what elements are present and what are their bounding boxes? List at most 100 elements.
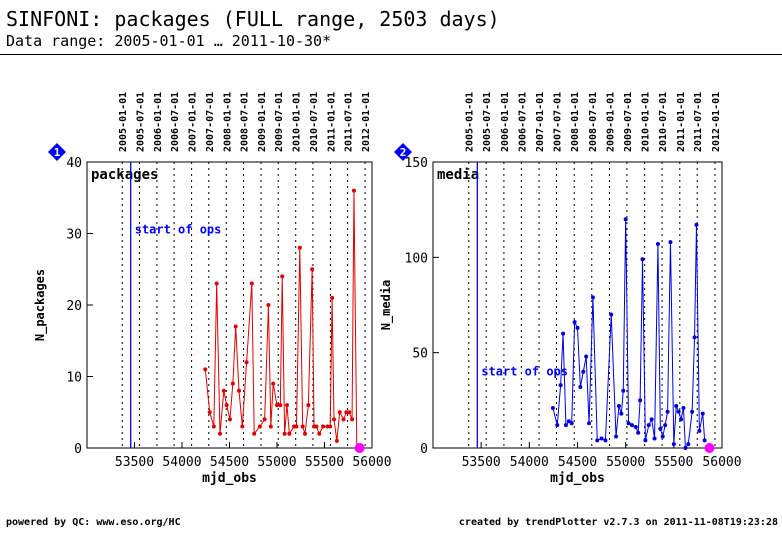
data-point: [351, 188, 356, 193]
top-date-label: 2011-01-01: [676, 92, 687, 152]
plot-frame: [432, 161, 723, 449]
data-point: [626, 421, 631, 426]
data-point: [317, 431, 322, 436]
top-date-label: 2007-07-01: [205, 92, 216, 152]
top-date-label: 2007-01-01: [535, 92, 546, 152]
footer-created-by: created by trendPlotter v2.7.3 on 2011-1…: [458, 517, 778, 528]
data-point: [282, 431, 287, 436]
data-point: [249, 281, 254, 286]
chart-panel-2: 2005-01-01 2005-07-01 2006-01-01 2006-07-01…: [379, 92, 742, 486]
top-date-label: 2009-01-01: [257, 92, 268, 152]
x-tick-label: 55000: [257, 455, 296, 470]
top-date-label: 2010-07-01: [309, 92, 320, 152]
x-tick-label: 56000: [352, 455, 391, 470]
data-point: [328, 424, 333, 429]
data-point: [347, 410, 352, 415]
start-of-ops-label: start of ops: [481, 365, 568, 379]
y-tick-label: 40: [66, 156, 82, 171]
data-point: [266, 303, 271, 307]
data-point: [332, 417, 336, 422]
last-point-marker: [704, 443, 715, 453]
data-point: [303, 431, 308, 436]
top-date-label: 2006-07-01: [517, 92, 528, 152]
data-point: [227, 417, 232, 422]
data-point: [211, 424, 216, 429]
start-of-ops-label: start of ops: [135, 223, 222, 237]
panel-number-text: 1: [54, 146, 61, 159]
last-point-marker: [354, 443, 365, 453]
data-point: [284, 403, 289, 408]
data-point: [350, 417, 355, 422]
data-point: [233, 324, 238, 329]
data-point: [262, 417, 267, 422]
top-date-label: 2011-01-01: [326, 92, 337, 152]
data-point: [686, 442, 691, 447]
data-point: [341, 417, 346, 422]
data-point: [671, 442, 676, 447]
top-date-label: 2005-01-01: [465, 92, 476, 152]
data-point: [668, 240, 673, 245]
data-point: [590, 295, 595, 300]
data-point: [237, 388, 241, 393]
series-line: [552, 219, 706, 450]
data-point: [652, 436, 657, 441]
data-point: [334, 438, 339, 443]
data-point: [344, 410, 349, 415]
top-date-label: 2007-01-01: [188, 92, 199, 152]
data-point: [578, 384, 583, 389]
data-point: [679, 417, 684, 422]
data-point: [584, 354, 589, 359]
data-point: [306, 403, 311, 408]
data-point: [616, 404, 621, 409]
data-point: [252, 431, 257, 436]
data-point: [658, 426, 663, 431]
panel-number-badge: [48, 143, 66, 161]
data-point: [244, 360, 249, 365]
data-point: [655, 241, 660, 246]
data-point: [646, 423, 651, 428]
data-point: [636, 430, 641, 435]
data-point: [599, 436, 604, 441]
data-point: [558, 383, 563, 388]
data-point: [674, 404, 679, 409]
data-point: [575, 325, 580, 330]
top-date-label: 2006-01-01: [153, 92, 164, 152]
data-point: [640, 257, 645, 262]
data-point: [694, 222, 699, 227]
top-date-label: 2010-01-01: [641, 92, 652, 152]
x-tick-label: 54500: [210, 455, 249, 470]
data-point: [581, 369, 586, 374]
top-date-label: 2010-07-01: [658, 92, 669, 152]
data-point: [603, 438, 608, 443]
data-point: [275, 403, 279, 408]
chart-panel-1: 2005-01-01 2005-07-01 2006-01-01 2006-07-01…: [33, 92, 392, 486]
x-axis-label: mjd_obs: [202, 471, 257, 486]
top-date-label: 2008-01-01: [570, 92, 581, 152]
x-tick-label: 53500: [115, 455, 154, 470]
data-point: [683, 446, 688, 450]
data-point: [619, 411, 624, 416]
panel-label: packages: [91, 167, 158, 183]
data-point: [614, 434, 619, 439]
data-point: [681, 405, 686, 410]
top-date-label: 2008-01-01: [222, 92, 233, 152]
data-point: [638, 398, 643, 403]
footer-powered-by: powered by QC: www.eso.org/HC: [6, 517, 181, 528]
data-point: [294, 424, 299, 429]
y-tick-label: 50: [412, 347, 428, 362]
data-point: [221, 388, 226, 393]
top-date-label: 2008-07-01: [588, 92, 599, 152]
data-point: [230, 381, 235, 386]
data-point: [697, 428, 702, 433]
data-point: [218, 431, 222, 436]
x-tick-label: 54000: [162, 455, 201, 470]
data-point: [268, 424, 273, 429]
x-tick-label: 55000: [606, 455, 645, 470]
data-point: [700, 411, 705, 416]
y-axis-label: N_media: [379, 280, 394, 331]
data-point: [643, 438, 648, 443]
top-date-label: 2012-01-01: [711, 92, 722, 152]
y-tick-label: 150: [405, 156, 428, 171]
data-point: [690, 409, 695, 414]
